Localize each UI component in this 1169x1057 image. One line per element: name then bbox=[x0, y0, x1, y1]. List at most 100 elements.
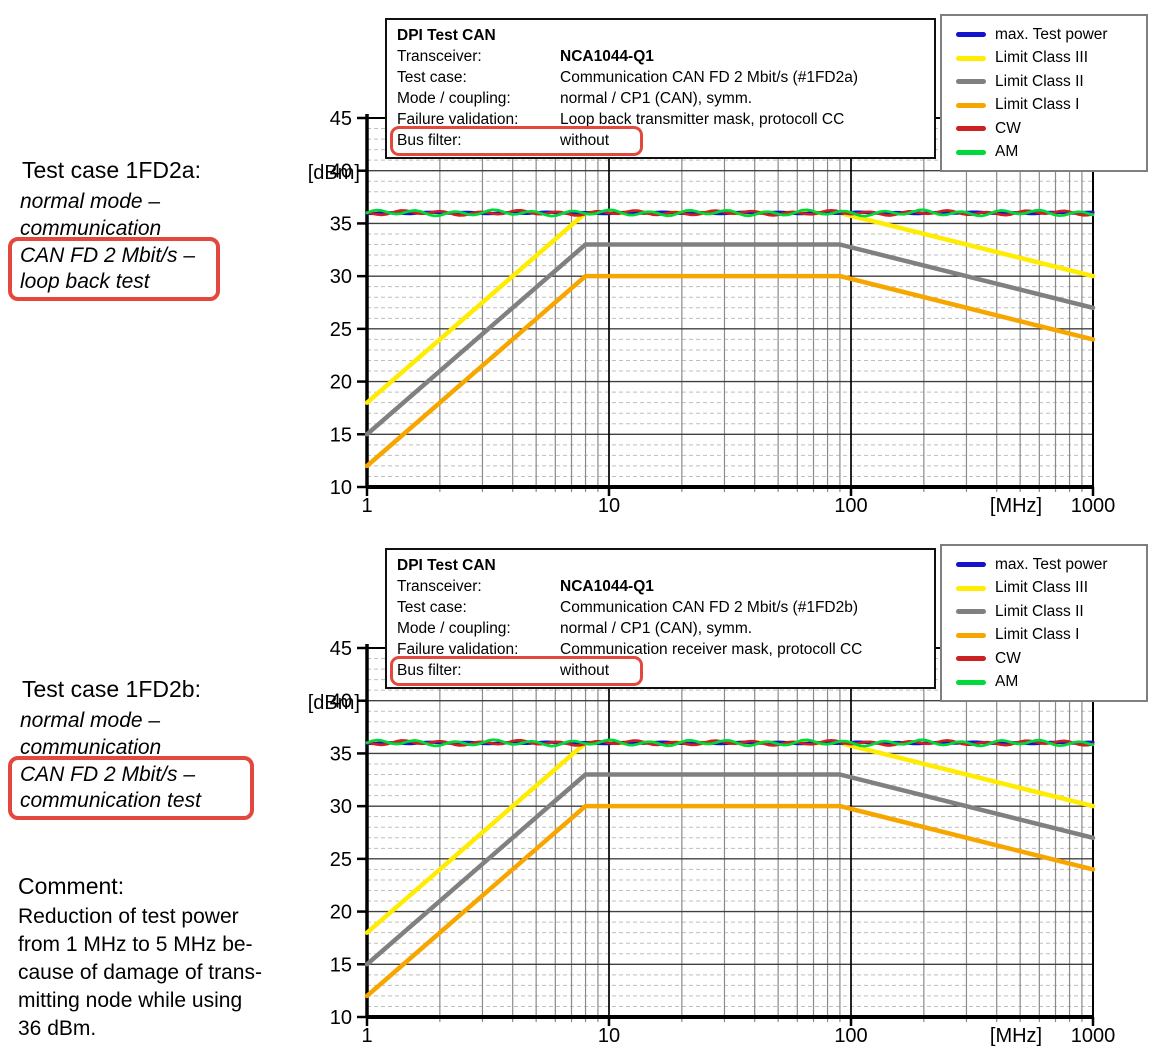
series-am bbox=[365, 738, 1095, 748]
test-case-b-highlight-box: CAN FD 2 Mbit/s – communication test bbox=[8, 756, 254, 820]
legend-label: AM bbox=[995, 673, 1019, 691]
info-row-value: Communication receiver mask, protocoll C… bbox=[560, 641, 863, 658]
comment-line-3: cause of damage of trans- bbox=[18, 961, 262, 984]
legend-item: CW bbox=[956, 647, 1138, 671]
axis-labels: 10 15 20 25 30 35 40 45 [dBm] 1 10 100 1000 [MHz] bbox=[308, 108, 1116, 517]
legend-label: Limit Class I bbox=[995, 626, 1080, 644]
info-row-value: normal / CP1 (CAN), symm. bbox=[560, 620, 753, 637]
y-tick-label: 10 bbox=[330, 477, 352, 499]
info-row-label: Test case: bbox=[397, 69, 467, 86]
test-case-a-title: Test case 1FD2a: bbox=[22, 157, 201, 183]
test-case-a-highlight-box: CAN FD 2 Mbit/s – loop back test bbox=[8, 237, 220, 301]
info-row-value: Communication CAN FD 2 Mbit/s (#1FD2b) bbox=[560, 599, 859, 616]
legend-label: max. Test power bbox=[995, 555, 1108, 573]
y-axis-unit-label: [dBm] bbox=[308, 692, 360, 714]
y-tick-label: 45 bbox=[330, 108, 352, 130]
legend-label: Limit Class III bbox=[995, 579, 1089, 597]
legend-swatch-icon bbox=[956, 79, 986, 85]
y-tick-label: 35 bbox=[330, 213, 352, 235]
legend-item: max. Test power bbox=[956, 553, 1138, 577]
legend-item: max. Test power bbox=[956, 23, 1138, 47]
y-tick-label: 40 bbox=[330, 691, 352, 713]
x-tick-label: 10 bbox=[598, 1025, 620, 1047]
info-row-label: Transceiver: bbox=[397, 48, 482, 65]
comment-line-4: mitting node while using bbox=[18, 989, 243, 1012]
comment-text: Reduction of test power from 1 MHz to 5 … bbox=[18, 903, 262, 1043]
legend-label: Limit Class I bbox=[995, 96, 1080, 114]
y-tick-label: 30 bbox=[330, 796, 352, 818]
info-row: Mode / coupling: normal / CP1 (CAN), symm… bbox=[397, 88, 924, 109]
comment-line-2: from 1 MHz to 5 MHz be- bbox=[18, 933, 253, 956]
y-tick-label: 35 bbox=[330, 743, 352, 765]
legend-label: Limit Class II bbox=[995, 602, 1084, 620]
info-row: Failure validation: Loop back transmitter… bbox=[397, 109, 924, 130]
series-am bbox=[365, 208, 1095, 218]
x-tick-label: 1 bbox=[361, 495, 372, 517]
legend-swatch-icon bbox=[956, 149, 986, 155]
test-case-a-boxed-line-2: loop back test bbox=[20, 270, 150, 293]
y-tick-label: 25 bbox=[330, 319, 352, 341]
test-case-b-boxed-line-2: communication test bbox=[20, 789, 201, 812]
x-tick-label: 1000 bbox=[1071, 495, 1116, 517]
info-row-value: normal / CP1 (CAN), symm. bbox=[560, 90, 753, 107]
info-row-value: Loop back transmitter mask, protocoll CC bbox=[560, 111, 845, 128]
y-tick-label: 30 bbox=[330, 266, 352, 288]
comment-line-5: 36 dBm. bbox=[18, 1017, 97, 1040]
y-tick-label: 25 bbox=[330, 849, 352, 871]
info-box-1fd2b: DPI Test CAN Transceiver: NCA1044-Q1 Test … bbox=[385, 548, 936, 689]
info-row: Failure validation: Communication receive… bbox=[397, 639, 924, 660]
test-case-a-subtitle-1: normal mode – bbox=[20, 190, 161, 213]
legend-swatch-icon bbox=[956, 679, 986, 685]
info-row-label: Failure validation: bbox=[397, 641, 519, 658]
y-tick-label: 15 bbox=[330, 954, 352, 976]
x-axis-unit-label: [MHz] bbox=[990, 1025, 1042, 1047]
test-case-b-title: Test case 1FD2b: bbox=[22, 676, 201, 702]
info-row-label: Test case: bbox=[397, 599, 467, 616]
series-limit-class-ii bbox=[364, 242, 1096, 437]
legend-swatch-icon bbox=[956, 632, 986, 638]
legend-1fd2a: max. Test power Limit Class III Limit Clas… bbox=[940, 14, 1148, 172]
legend-item: Limit Class I bbox=[956, 94, 1138, 118]
x-tick-label: 100 bbox=[834, 1025, 867, 1047]
info-row-label: Bus filter: bbox=[397, 662, 462, 679]
info-row-label: Failure validation: bbox=[397, 111, 519, 128]
legend-label: Limit Class II bbox=[995, 72, 1084, 90]
info-row-value: without bbox=[560, 132, 610, 149]
x-tick-label: 100 bbox=[834, 495, 867, 517]
legend-label: Limit Class III bbox=[995, 49, 1089, 67]
info-box-title: DPI Test CAN bbox=[397, 557, 496, 574]
info-row-value: NCA1044-Q1 bbox=[560, 578, 654, 595]
legend-swatch-icon bbox=[956, 656, 986, 662]
dpi-chart-1fd2b: 10 15 20 25 30 35 40 45 [dBm] 1 10 100 1000 [MHz] bbox=[308, 638, 1116, 1047]
legend-swatch-icon bbox=[956, 585, 986, 591]
info-row: Transceiver: NCA1044-Q1 bbox=[397, 46, 924, 67]
series-limit-class-i bbox=[364, 273, 1096, 469]
legend-item: Limit Class II bbox=[956, 600, 1138, 624]
legend-item: Limit Class II bbox=[956, 70, 1138, 94]
info-row-label: Transceiver: bbox=[397, 578, 482, 595]
test-case-b-subtitle-1: normal mode – bbox=[20, 709, 161, 732]
x-tick-label: 1000 bbox=[1071, 1025, 1116, 1047]
info-row-label: Mode / coupling: bbox=[397, 90, 511, 107]
info-row-label: Mode / coupling: bbox=[397, 620, 511, 637]
info-row-value: Communication CAN FD 2 Mbit/s (#1FD2a) bbox=[560, 69, 859, 86]
legend-item: Limit Class I bbox=[956, 624, 1138, 648]
series-limit-class-ii bbox=[364, 772, 1096, 967]
legend-item: CW bbox=[956, 117, 1138, 141]
legend-label: max. Test power bbox=[995, 25, 1108, 43]
y-tick-label: 20 bbox=[330, 902, 352, 924]
gridlines bbox=[367, 648, 1093, 1025]
legend-swatch-icon bbox=[956, 102, 986, 108]
y-tick-label: 40 bbox=[330, 161, 352, 183]
info-row: Transceiver: NCA1044-Q1 bbox=[397, 576, 924, 597]
info-row-value: NCA1044-Q1 bbox=[560, 48, 654, 65]
legend-label: CW bbox=[995, 649, 1021, 667]
info-row-label: Bus filter: bbox=[397, 132, 462, 149]
x-tick-label: 1 bbox=[361, 1025, 372, 1047]
y-tick-label: 10 bbox=[330, 1007, 352, 1029]
legend-item: AM bbox=[956, 141, 1138, 165]
info-row: Bus filter: without bbox=[390, 126, 924, 156]
series-limit-class-i bbox=[364, 803, 1096, 999]
dpi-chart-1fd2a: 10 15 20 25 30 35 40 45 [dBm] 1 10 100 1000 [MHz] bbox=[308, 108, 1116, 517]
